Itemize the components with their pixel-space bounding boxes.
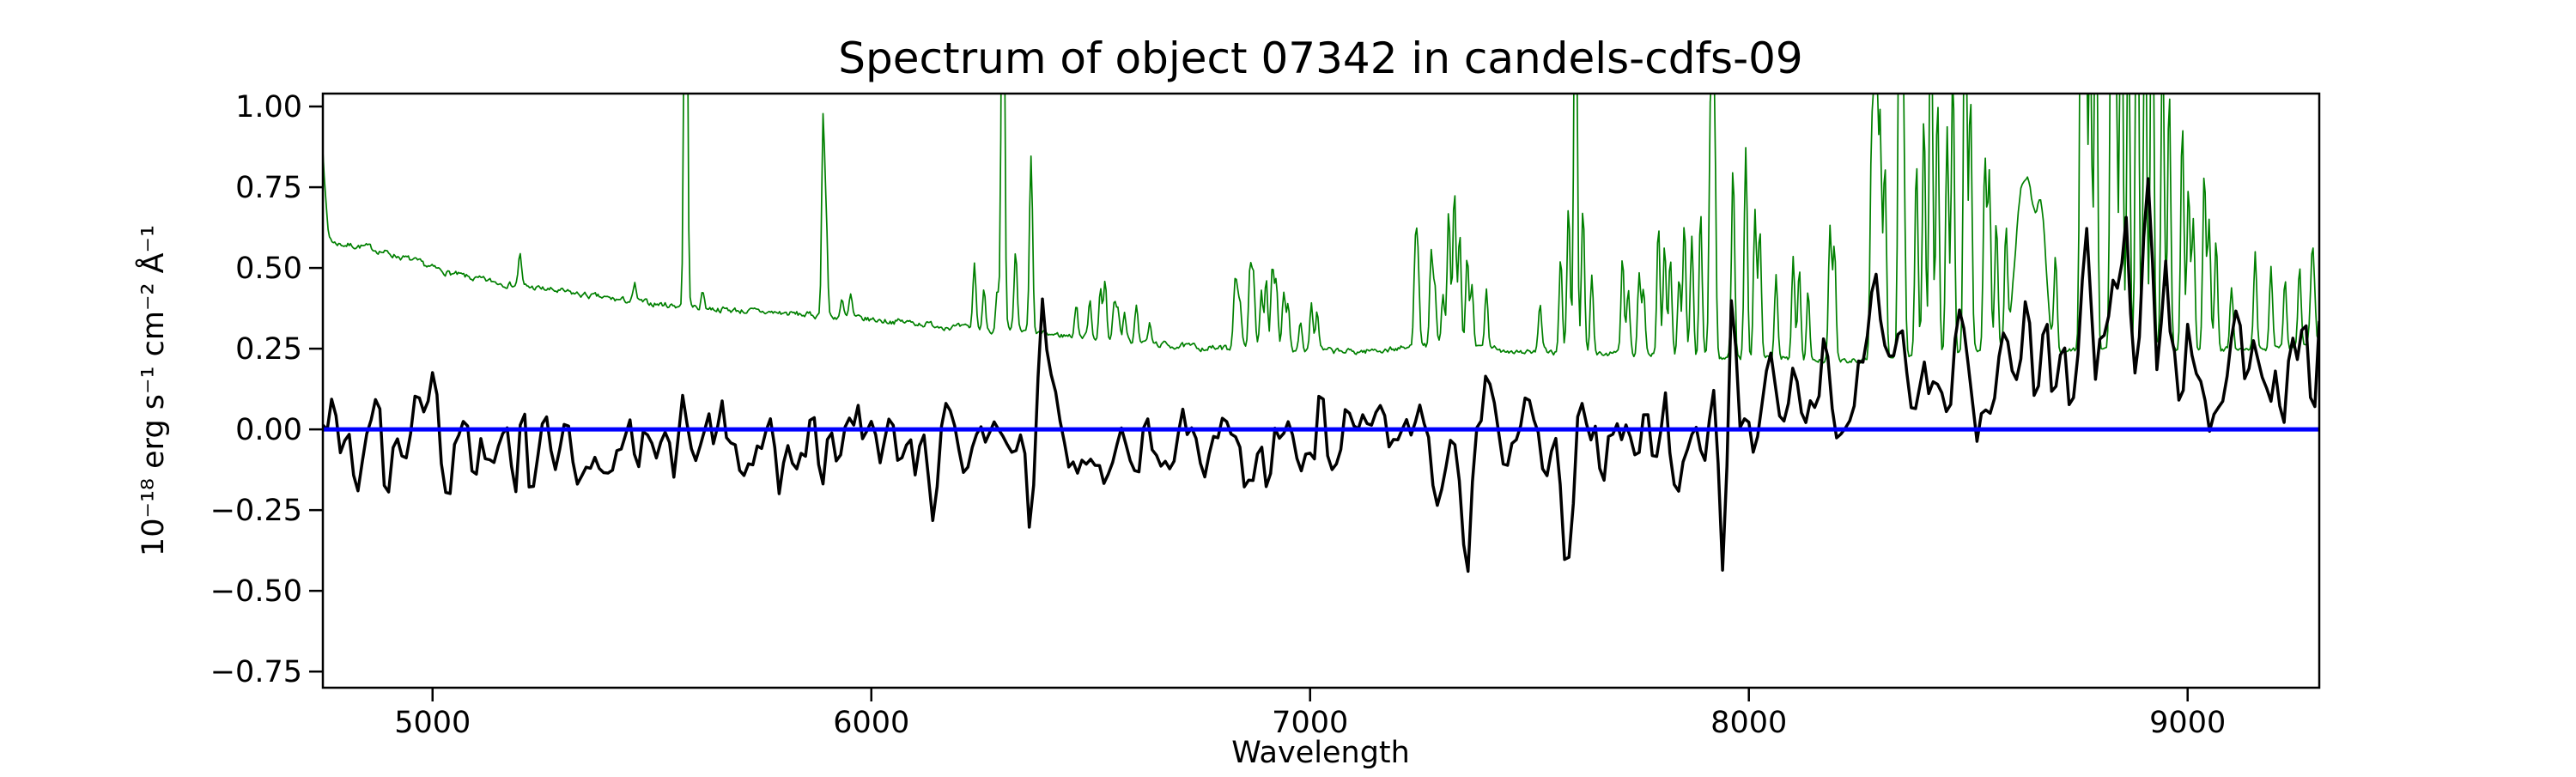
plot-area	[323, 94, 2319, 688]
object-flux-spectrum-line	[323, 177, 2319, 574]
x-tick-label: 7000	[1272, 706, 1348, 740]
y-tick-label: 1.00	[235, 90, 302, 124]
sky-noise-spectrum-line	[323, 94, 2319, 364]
y-tick-label: 0.75	[235, 171, 302, 205]
y-tick-label: 0.50	[235, 252, 302, 286]
x-tick-label: 8000	[1710, 706, 1787, 740]
y-tick-label: −0.50	[210, 574, 302, 609]
axes-spines	[321, 92, 2321, 689]
x-tick-label: 5000	[394, 706, 471, 740]
y-tick-label: 0.25	[235, 332, 302, 367]
x-axis-label: Wavelength	[1231, 736, 1410, 770]
y-tick-label: −0.75	[210, 655, 302, 689]
ticks-group: 5000 6000 7000 8000 9000 1.00 0.75 0.50 0.25 0.00…	[210, 90, 2227, 740]
y-tick-label: 0.00	[235, 413, 302, 447]
x-tick-label: 6000	[833, 706, 909, 740]
x-tick-label: 9000	[2149, 706, 2226, 740]
y-tick-label: −0.25	[210, 494, 302, 528]
data-lines-group	[323, 94, 2319, 574]
y-axis-label: 10⁻¹⁸ erg s⁻¹ cm⁻² Å⁻¹	[134, 225, 171, 556]
figure-title: Spectrum of object 07342 in candels-cdfs…	[838, 33, 1803, 83]
